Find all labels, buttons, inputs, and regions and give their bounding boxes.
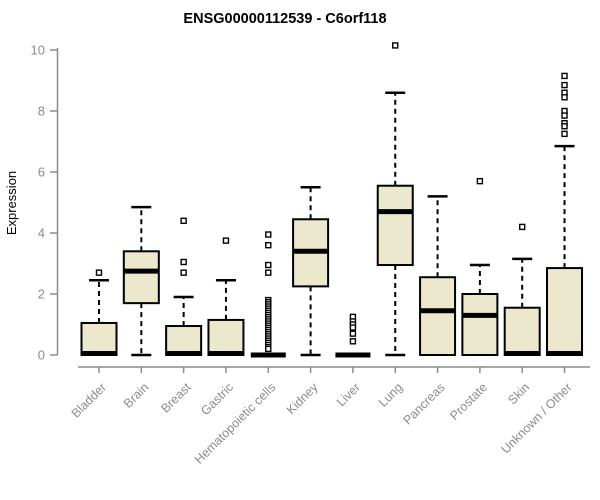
box-hematopoietic-cells-outlier xyxy=(265,241,272,249)
y-tick-label: 0 xyxy=(38,348,45,363)
box-hematopoietic-cells-outlier xyxy=(265,269,272,276)
category-label-pancreas: Pancreas xyxy=(400,380,447,427)
category-label-brain: Brain xyxy=(121,380,152,411)
category-label-breast: Breast xyxy=(158,380,194,416)
box-unknown-other-outlier xyxy=(561,130,568,138)
y-axis-label: Expression xyxy=(4,171,19,235)
box-brain-iqr xyxy=(122,250,160,305)
category-label-liver: Liver xyxy=(334,380,363,409)
box-liver-outlier xyxy=(349,338,357,345)
box-lung-iqr xyxy=(376,184,414,267)
box-unknown-other-outlier xyxy=(561,123,568,130)
y-tick-label: 6 xyxy=(38,165,45,180)
box-breast-outlier xyxy=(180,258,187,266)
box-lung-outlier xyxy=(392,42,399,49)
box-prostate-iqr xyxy=(461,293,499,356)
y-tick-label: 4 xyxy=(38,226,45,241)
box-bladder-iqr xyxy=(80,321,118,357)
box-gastric-outlier xyxy=(222,237,230,244)
category-label-prostate: Prostate xyxy=(447,380,490,423)
box-skin-iqr xyxy=(503,306,541,357)
box-gastric-iqr xyxy=(207,318,245,356)
category-label-gastric: Gastric xyxy=(198,380,236,418)
box-liver-outlier xyxy=(349,330,357,337)
box-hematopoietic-cells-outlier xyxy=(265,261,272,269)
box-unknown-other-outlier xyxy=(561,81,568,89)
box-breast-iqr xyxy=(165,325,203,356)
category-label-skin: Skin xyxy=(505,380,532,407)
box-unknown-other-iqr xyxy=(546,267,584,357)
y-tick-label: 10 xyxy=(31,43,45,58)
box-pancreas-iqr xyxy=(419,276,457,357)
plot-area: 0 2 4 6 8 10 Bladder Brain Breast GastricHematopo… xyxy=(31,42,590,467)
box-breast-outlier xyxy=(180,217,187,225)
category-label-hematopoietic-cells: Hematopoietic cells xyxy=(192,380,279,467)
box-unknown-other-outlier xyxy=(561,72,568,80)
y-tick-label: 2 xyxy=(38,287,45,302)
chart-title: ENSG00000112539 - C6orf118 xyxy=(183,11,386,27)
box-unknown-other-outlier xyxy=(561,112,568,119)
category-label-bladder: Bladder xyxy=(69,380,109,420)
category-label-kidney: Kidney xyxy=(284,380,321,417)
box-hematopoietic-cells-outlier xyxy=(265,345,272,353)
box-bladder-outlier xyxy=(95,269,103,276)
box-liver-outlier xyxy=(349,324,357,331)
box-breast-outlier xyxy=(180,269,187,276)
box-skin-outlier xyxy=(519,223,526,231)
box-prostate-outlier xyxy=(476,177,484,185)
y-tick-label: 8 xyxy=(38,104,45,119)
box-unknown-other-outlier xyxy=(561,94,568,101)
box-hematopoietic-cells-outlier xyxy=(265,231,272,238)
category-label-lung: Lung xyxy=(376,380,406,410)
